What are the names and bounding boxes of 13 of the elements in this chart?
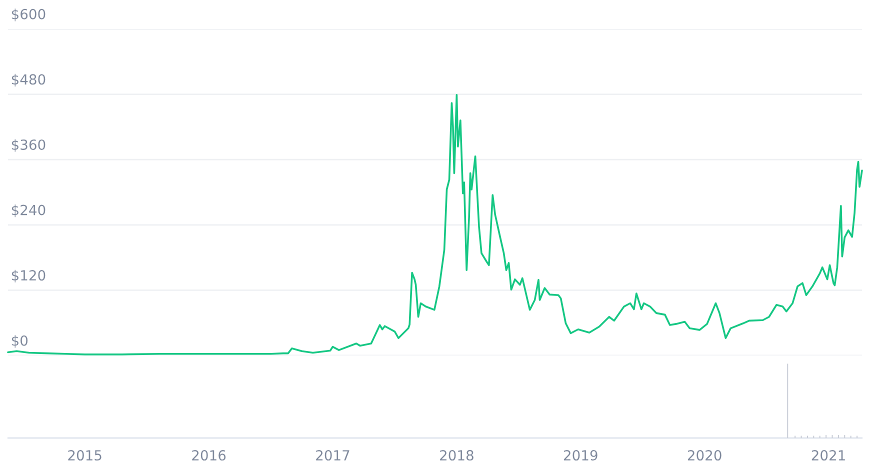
y-tick-label: $480 (12, 74, 46, 87)
x-tick-label: 2021 (812, 450, 845, 461)
y-tick-label: $0 (12, 335, 28, 348)
x-tick-label: 2018 (440, 450, 474, 461)
y-tick-label: $600 (12, 8, 46, 22)
x-tick-label: 2015 (68, 450, 102, 461)
x-tick-label: 2017 (316, 450, 350, 461)
x-tick-label: 2020 (688, 450, 722, 461)
y-tick-label: $120 (12, 270, 46, 282)
x-tick-label: 2016 (192, 450, 226, 461)
y-tick-label: $360 (12, 139, 46, 152)
x-tick-label: 2019 (564, 450, 598, 461)
y-tick-label: $240 (12, 204, 46, 218)
